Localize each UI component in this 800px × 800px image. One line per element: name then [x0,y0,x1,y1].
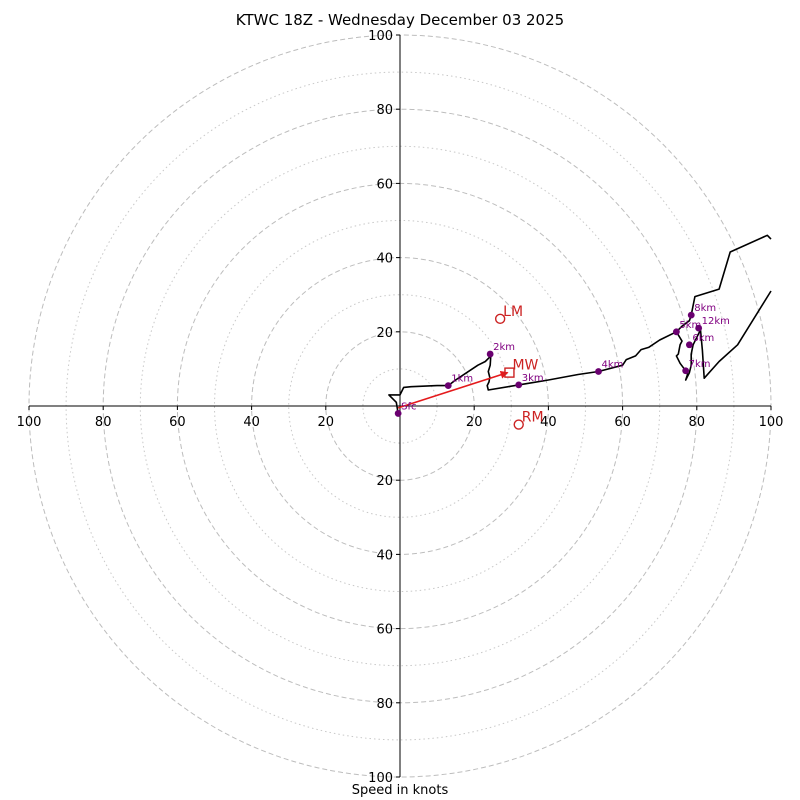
height-label-12km: 12km [702,316,730,327]
shear-vector-arrow [397,370,509,409]
y-tick-label: 60 [376,177,393,192]
height-marker-6km [685,341,693,349]
height-marker-3km [515,381,523,389]
height-marker-4km [595,368,602,375]
height-marker-2km [486,350,494,358]
x-tick-label: 20 [466,415,483,430]
storm-motion-MW [504,367,515,378]
hodograph-line-upper [675,290,772,381]
storm-motion-LM [494,313,506,325]
chart-title: KTWC 18Z - Wednesday December 03 2025 [235,11,565,29]
x-tick-label: 80 [95,415,112,430]
height-label-6km: 6km [692,333,714,344]
height-label-7km: 7km [689,359,711,370]
height-marker-8km [687,311,695,319]
height-marker-12km [695,324,703,332]
height-label-8km: 8km [694,303,716,314]
x-tick-label: 60 [614,415,631,430]
y-tick-label: 40 [376,548,393,563]
height-marker-7km [682,367,690,375]
x-tick-label: 100 [759,415,784,430]
height-label-1km: 1km [451,374,473,385]
x-tick-label: 80 [689,415,706,430]
y-tick-label: 20 [376,326,393,341]
storm-motion-label-MW: MW [512,358,538,374]
y-tick-label: 40 [376,252,393,267]
height-label-3km: 3km [522,373,544,384]
y-tick-label: 60 [376,623,393,638]
x-axis-label: Speed in knots [351,783,449,798]
y-tick-label: 20 [376,474,393,489]
height-label-2km: 2km [493,342,515,353]
storm-motion-label-LM: LM [503,304,523,320]
height-marker-5km [672,328,680,336]
height-label-4km: 4km [601,359,623,370]
height-label-5km: 5km [679,320,701,331]
height-marker-Sfc [394,410,402,417]
x-tick-label: 100 [17,415,42,430]
storm-motion-label-RM: RM [522,410,544,426]
y-tick-label: 80 [376,697,393,712]
storm-motion-RM [513,419,524,430]
hodograph-line [388,234,772,414]
x-tick-label: 40 [243,415,260,430]
y-tick-label: 100 [368,29,393,44]
x-tick-label: 60 [169,415,186,430]
height-marker-1km [444,382,452,389]
height-label-Sfc: Sfc [401,401,416,412]
y-tick-label: 100 [368,771,393,786]
x-tick-label: 20 [318,415,335,430]
y-tick-label: 80 [376,103,393,118]
x-tick-label: 40 [540,415,557,430]
